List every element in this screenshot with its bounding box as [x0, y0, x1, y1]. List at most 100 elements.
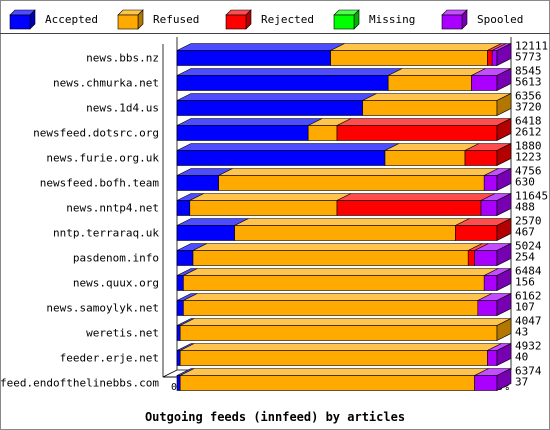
bar-segment-accepted [176, 175, 219, 191]
category-label: feeder.erje.net [60, 352, 159, 365]
bar-top-accepted [176, 68, 403, 76]
accepted-count-label: 5613 [515, 76, 542, 89]
bar-segment-accepted [176, 225, 235, 241]
bar-segment-refused [183, 275, 485, 291]
bar-row [176, 243, 512, 266]
legend-item-rejected: Rejected [225, 9, 314, 30]
accepted-count-label: 3720 [515, 101, 542, 114]
bar-segment-accepted [176, 50, 331, 66]
offered-count-label: 5024 [515, 240, 542, 253]
bar-row [176, 93, 512, 116]
bar-segment-spooled [491, 50, 498, 66]
category-label: news.nntp4.net [66, 202, 159, 215]
legend-label: Spooled [477, 13, 523, 26]
bar-top-refused [180, 368, 489, 376]
bar-row [176, 343, 512, 366]
offered-count-label: 6162 [515, 290, 542, 303]
category-label: nntp.terraraq.uk [53, 227, 159, 240]
category-label: news.furie.org.uk [46, 152, 159, 165]
legend-swatch [333, 14, 355, 30]
accepted-count-label: 630 [515, 176, 535, 189]
category-label: news.samoylyk.net [46, 302, 159, 315]
bar-row [176, 268, 512, 291]
legend-item-missing: Missing [333, 9, 415, 30]
bars [176, 43, 512, 391]
bar-side-spooled [496, 293, 512, 316]
bar-side-spooled [496, 43, 512, 66]
bar-top-refused [388, 68, 486, 76]
accepted-count-label: 43 [515, 326, 528, 339]
bar-segment-rejected [464, 150, 498, 166]
bar-side-spooled [496, 343, 512, 366]
legend-label: Refused [153, 13, 199, 26]
bar-row [176, 43, 512, 66]
bar-top-rejected [336, 193, 496, 201]
bar-row [176, 193, 512, 216]
legend-swatch [9, 14, 31, 30]
bar-segment-accepted [176, 75, 389, 91]
bar-side-refused [496, 318, 512, 341]
offered-count-label: 6418 [515, 115, 542, 128]
bar-segment-refused [192, 250, 469, 266]
bar-row [176, 293, 512, 316]
legend-label: Accepted [45, 13, 98, 26]
bar-segment-refused [362, 100, 498, 116]
category-label: news.1d4.us [86, 102, 159, 115]
accepted-count-label: 107 [515, 301, 535, 314]
bar-row [176, 68, 512, 91]
bar-top-rejected [336, 118, 512, 126]
bar-segment-accepted [176, 275, 184, 291]
legend-item-accepted: Accepted [9, 9, 98, 30]
bar-top-refused [218, 168, 499, 176]
category-label: news.chmurka.net [53, 77, 159, 90]
legend-swatch [225, 14, 247, 30]
bar-side-rejected [496, 143, 512, 166]
bar-top-refused [330, 43, 502, 51]
bar-segment-spooled [483, 275, 498, 291]
bar-side-rejected [496, 218, 512, 241]
bar-segment-accepted [176, 300, 184, 316]
accepted-count-label: 254 [515, 251, 535, 264]
accepted-count-label: 37 [515, 376, 528, 389]
legend-item-spooled: Spooled [441, 9, 523, 30]
bar-segment-rejected [336, 125, 498, 141]
bar-segment-refused [387, 75, 472, 91]
bar-top-refused [180, 343, 502, 351]
bar-segment-refused [218, 175, 485, 191]
bar-segment-accepted [176, 100, 363, 116]
bar-top-refused [362, 93, 512, 101]
legend-label: Missing [369, 13, 415, 26]
bar-top-refused [384, 143, 480, 151]
accepted-count-label: 1223 [515, 151, 542, 164]
bar-segment-spooled [477, 300, 498, 316]
bar-segment-accepted [176, 250, 194, 266]
legend-swatch [441, 14, 463, 30]
bar-segment-rejected [455, 225, 498, 241]
bar-segment-spooled [487, 350, 498, 366]
offered-count-label: 6484 [515, 265, 542, 278]
bar-segment-accepted [176, 200, 191, 216]
category-label: newsfeed.bofh.team [40, 177, 160, 190]
category-label: newsfeed.endofthelinebbs.com [0, 377, 159, 390]
bar-top-accepted [176, 43, 345, 51]
bar-side-spooled [496, 68, 512, 91]
bar-segment-spooled [483, 175, 498, 191]
bar-row [176, 118, 512, 141]
bar-side-spooled [496, 243, 512, 266]
category-label: newsfeed.dotsrc.org [33, 127, 159, 140]
legend: Accepted Refused Rejected Missing Spooled [0, 9, 550, 34]
accepted-count-label: 467 [515, 226, 535, 239]
offered-count-label: 2570 [515, 215, 542, 228]
offered-count-label: 11645 [515, 190, 548, 203]
bar-segment-rejected [467, 250, 475, 266]
category-label: weretis.net [86, 327, 159, 340]
bar-segment-spooled [471, 75, 498, 91]
offered-count-label: 6374 [515, 365, 542, 378]
offered-count-label: 4047 [515, 315, 542, 328]
bar-segment-spooled [474, 250, 498, 266]
bar-segment-accepted [176, 375, 181, 391]
bar-row [176, 368, 512, 391]
bar-segment-rejected [336, 200, 482, 216]
